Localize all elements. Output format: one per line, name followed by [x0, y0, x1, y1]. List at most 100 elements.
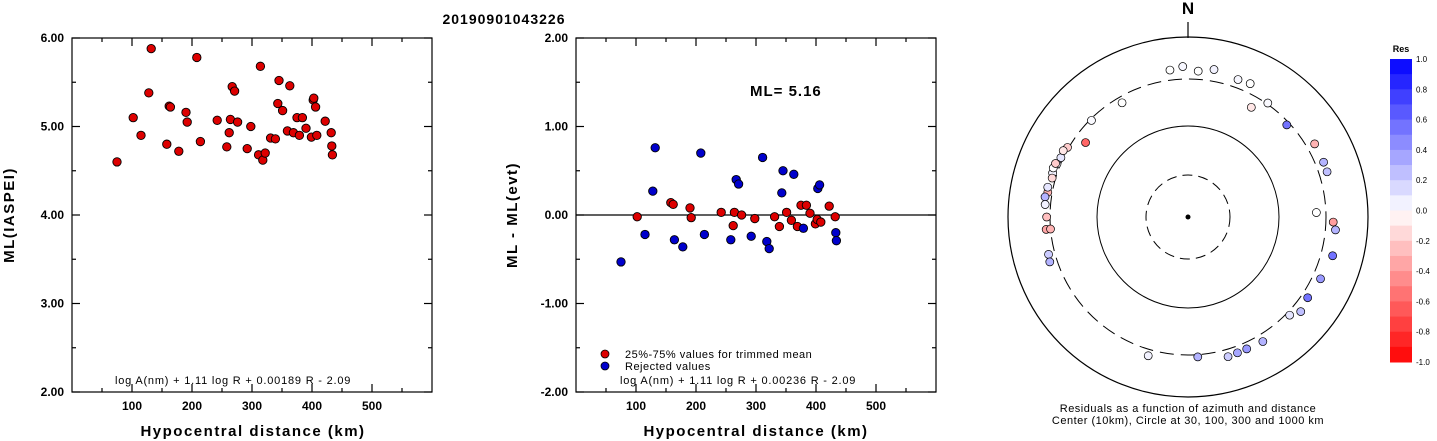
magnitude-x-tick-label: 100 [122, 399, 142, 413]
residual-data-point [798, 223, 809, 233]
colorbar-tick-label: 0.0 [1416, 207, 1428, 216]
magnitude-data-point [320, 116, 330, 126]
magnitude-data-point [146, 43, 156, 54]
magnitude-y-tick-label: 3.00 [41, 297, 65, 311]
colorbar-tick-label: -0.8 [1416, 328, 1430, 337]
residual-data-point [774, 221, 785, 232]
azimuth-points [1040, 62, 1340, 362]
residual-data-point [616, 257, 626, 267]
colorbar-block [1390, 74, 1412, 90]
colorbar-title: Res [1393, 44, 1410, 54]
azimuth-data-point [1246, 102, 1256, 112]
azimuth-caption-line2: Center (10km), Circle at 30, 100, 300 an… [1052, 415, 1324, 427]
residual-data-point [746, 231, 756, 241]
magnitude-data-point [310, 102, 321, 112]
colorbar-block [1390, 316, 1412, 333]
residual-colorbar: Res 1.0 0.8 0.6 0.4 0.2 0.0 -0.2 -0.4 -0.6 -0.8 -1… [1390, 44, 1430, 367]
magnitude-data-point [274, 75, 284, 86]
azimuth-caption-line1: Residuals as a function of azimuth and d… [1060, 403, 1316, 415]
residual-data-point [686, 213, 696, 223]
magnitude-data-point [255, 61, 266, 71]
magnitude-panel: 100 200 300 400 500 2.00 3.00 4.00 5.00 6.00 log … [1, 31, 433, 440]
magnitude-y-tick-label: 5.00 [41, 120, 65, 134]
residual-data-point [728, 220, 738, 231]
magnitude-data-point [128, 113, 138, 123]
azimuth-panel: N Residuals as a function of azimuth and… [1007, 0, 1369, 427]
residual-data-point [726, 235, 736, 245]
colorbar-block [1390, 104, 1412, 121]
azimuth-data-point [1178, 62, 1188, 71]
residual-axis-ticks: 100 200 300 400 500 -2.00 -1.00 0.00 1.00 2.00 [541, 31, 936, 413]
outer-circle [1007, 36, 1369, 398]
figure-title: 20190901043226 [442, 11, 565, 27]
azimuth-data-point [1051, 159, 1060, 168]
circle-100km [1096, 125, 1280, 309]
magnitude-plot-frame [71, 37, 433, 393]
circle-30km [1145, 174, 1231, 260]
residual-data-point [750, 213, 760, 224]
magnitude-data-point [294, 130, 305, 141]
colorbar-block [1390, 286, 1412, 302]
magnitude-data-point [192, 52, 202, 63]
magnitude-x-tick-label: 200 [182, 399, 202, 413]
colorbar-tick-label: 0.8 [1416, 85, 1428, 94]
residual-data-point [830, 212, 840, 222]
residual-data-point [640, 229, 650, 240]
colorbar-tick-label: 0.4 [1416, 146, 1428, 155]
residual-formula: log A(nm) + 1.11 log R + 0.00236 R - 2.0… [620, 375, 856, 387]
magnitude-y-tick-label: 6.00 [41, 31, 65, 45]
magnitude-x-tick-label: 300 [242, 399, 262, 413]
residual-x-tick-label: 100 [626, 399, 646, 413]
magnitude-x-tick-label: 500 [362, 399, 382, 413]
azimuth-data-point [1117, 98, 1127, 108]
colorbar-block [1390, 89, 1412, 105]
magnitude-data-point [224, 128, 234, 138]
legend-label-rejected: Rejected values [625, 361, 711, 373]
colorbar-tick-label: -0.4 [1416, 267, 1430, 276]
residual-data-point [716, 207, 726, 217]
residual-data-point [696, 148, 706, 158]
residual-data-point [769, 212, 780, 222]
magnitude-formula: log A(nm) + 1.11 log R + 0.00189 R - 2.0… [115, 375, 351, 387]
residual-x-axis-title: Hypocentral distance (km) [643, 423, 868, 440]
legend-label-trimmed-mean: 25%-75% values for trimmed mean [625, 349, 812, 361]
colorbar-tick-label: -1.0 [1416, 358, 1430, 367]
colorbar-tick-label: -0.2 [1416, 237, 1430, 246]
azimuth-data-point [1044, 250, 1053, 259]
residual-data-point [777, 188, 787, 198]
magnitude-data-point [182, 117, 192, 127]
residual-panel: 100 200 300 400 500 -2.00 -1.00 0.00 1.00 2.00 ML… [504, 31, 937, 440]
colorbar-block [1390, 271, 1412, 287]
azimuth-data-point [1045, 257, 1055, 267]
residual-y-tick-label: -1.00 [541, 297, 569, 311]
residual-x-tick-label: 400 [806, 399, 826, 413]
azimuth-data-point [1040, 200, 1050, 209]
colorbar-block [1390, 59, 1412, 75]
residual-data-point [632, 212, 642, 222]
colorbar-block [1390, 225, 1412, 242]
magnitude-data-point [297, 113, 308, 123]
azimuth-data-point [1303, 293, 1313, 303]
colorbar-tick-label: 0.6 [1416, 116, 1428, 125]
residual-data-point [789, 169, 799, 179]
azimuth-data-point [1282, 120, 1292, 130]
azimuth-data-point [1242, 344, 1252, 354]
azimuth-data-point [1316, 274, 1325, 284]
magnitude-x-tick-label: 400 [302, 399, 322, 413]
azimuth-data-point [1312, 208, 1321, 217]
colorbar-block [1390, 195, 1412, 211]
colorbar-block [1390, 331, 1412, 348]
magnitude-data-point [285, 81, 295, 91]
magnitude-data-point [212, 115, 222, 125]
colorbar-block [1390, 301, 1412, 318]
colorbar-block [1390, 119, 1412, 136]
residual-data-point [831, 236, 842, 246]
azimuth-data-point [1328, 217, 1338, 227]
north-label: N [1182, 0, 1194, 18]
azimuth-data-point [1285, 310, 1295, 320]
residual-data-point [778, 166, 788, 176]
magnitude-data-point [273, 98, 283, 109]
colorbar-block [1390, 240, 1412, 257]
residual-data-point [668, 199, 678, 210]
colorbar-labels: 1.0 0.8 0.6 0.4 0.2 0.0 -0.2 -0.4 -0.6 -0.8 -1.0 [1416, 55, 1430, 367]
